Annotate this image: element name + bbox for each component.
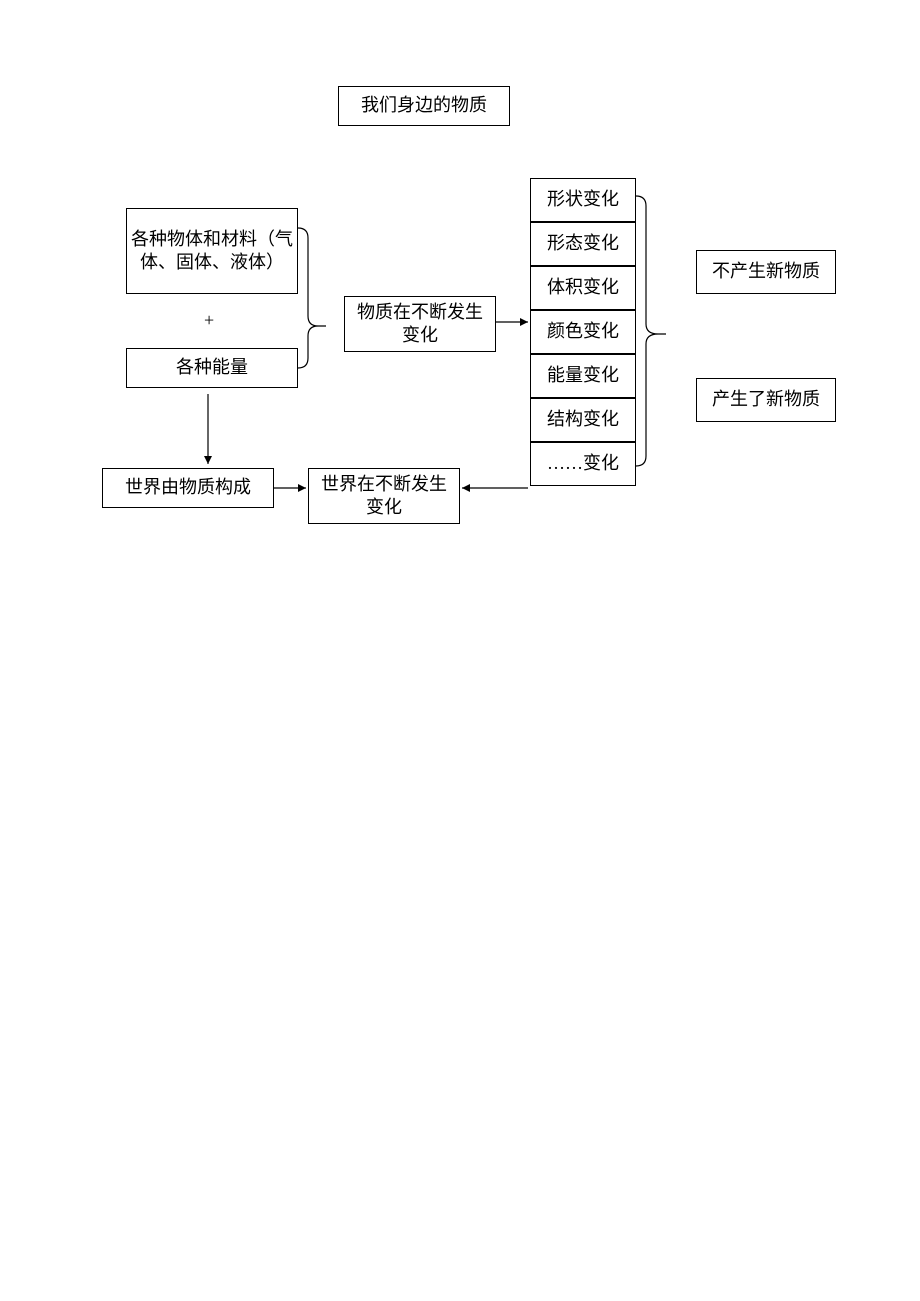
arrows-group <box>208 322 528 488</box>
diagram-stage: 我们身边的物质 各种物体和材料（气体、固体、液体） + 各种能量 物质在不断发生… <box>0 0 920 1301</box>
braces-group <box>298 196 666 466</box>
brace-left <box>298 228 326 368</box>
brace-right <box>636 196 666 466</box>
diagram-overlay <box>0 0 920 1301</box>
